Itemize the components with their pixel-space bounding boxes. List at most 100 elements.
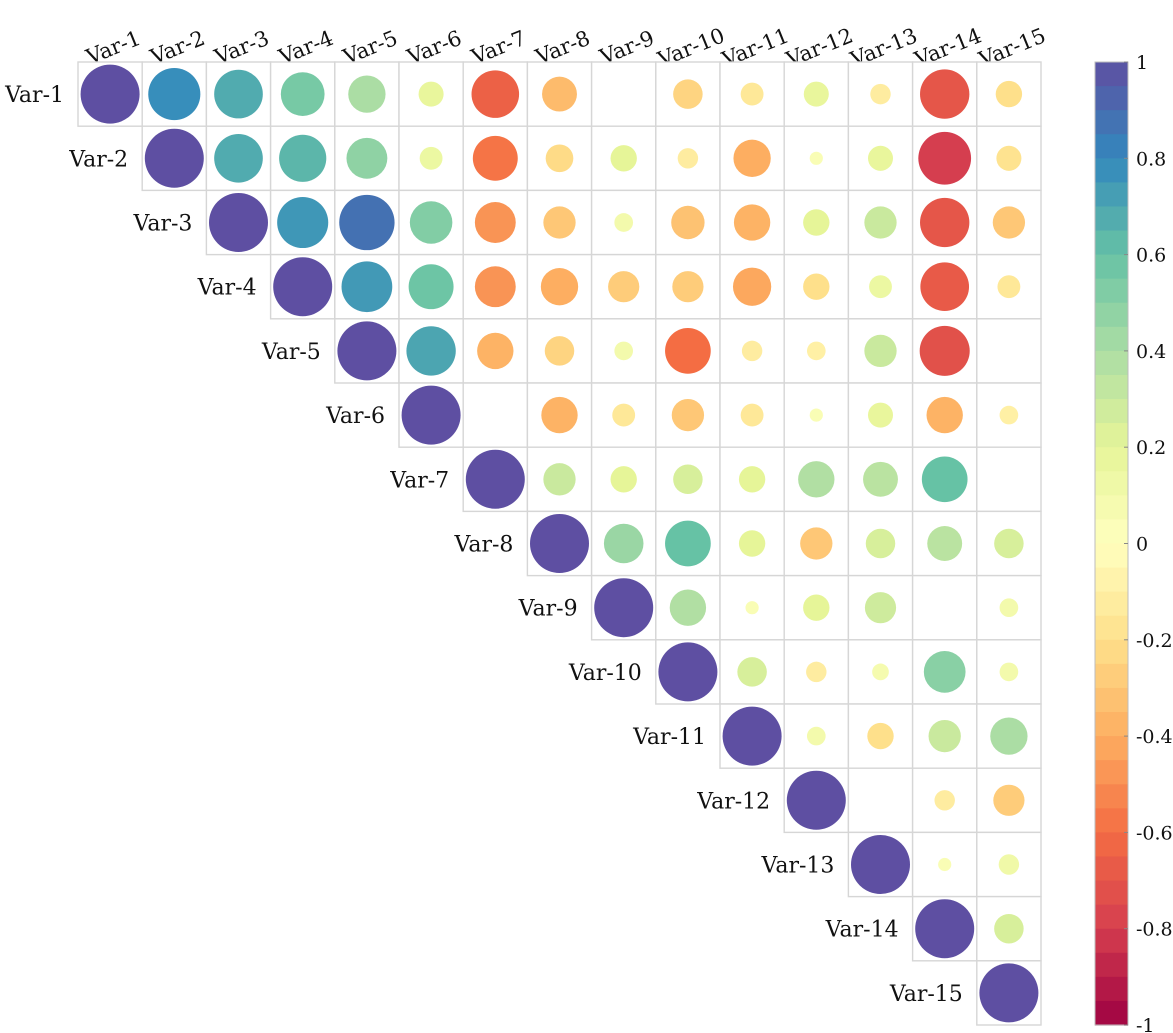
correlation-circle <box>738 466 766 493</box>
correlation-circle <box>803 273 830 300</box>
correlation-circle <box>543 206 576 239</box>
matrix-cell <box>847 767 914 834</box>
correlation-circle <box>277 196 329 249</box>
colorbar-segment <box>1095 62 1128 87</box>
correlation-circle <box>280 72 325 116</box>
correlation-circle <box>401 385 461 445</box>
correlation-circle <box>614 213 634 232</box>
correlation-circle <box>994 528 1024 559</box>
correlation-circle <box>923 651 966 693</box>
row-label: Var-5 <box>261 340 321 365</box>
correlation-circles <box>80 64 1039 1023</box>
correlation-circle <box>477 332 514 370</box>
colorbar-segment <box>1095 495 1128 521</box>
colorbar-segment <box>1095 134 1128 159</box>
colorbar-segment <box>1095 374 1128 400</box>
correlation-circle <box>542 76 577 112</box>
correlation-circle <box>346 137 388 179</box>
correlation-circle <box>658 642 718 702</box>
correlation-circle <box>144 128 204 188</box>
colorbar-tick-label: 0.8 <box>1136 148 1166 170</box>
colorbar-segment <box>1095 591 1128 617</box>
correlation-circle <box>608 271 640 303</box>
correlation-circle <box>418 81 444 107</box>
correlation-circle <box>732 267 772 306</box>
correlation-circle <box>920 262 970 312</box>
correlation-circle <box>348 75 386 113</box>
correlation-circle <box>594 578 654 638</box>
colorbar-segment <box>1095 736 1128 761</box>
colorbar-segment <box>1095 856 1128 882</box>
correlation-circle <box>672 271 704 303</box>
correlation-circle <box>993 784 1025 816</box>
colorbar-tick-label: -1 <box>1136 1015 1155 1033</box>
colorbar-segment <box>1095 832 1128 858</box>
correlation-circle <box>803 209 830 236</box>
correlation-circle <box>997 275 1021 299</box>
correlation-circle <box>603 523 644 564</box>
colorbar-tick-label: -0.6 <box>1136 822 1173 844</box>
correlation-circle <box>419 146 443 170</box>
correlation-circle <box>733 204 771 241</box>
correlation-circle <box>610 145 637 172</box>
correlation-circle <box>671 205 705 240</box>
correlation-circle <box>279 134 327 182</box>
colorbar-segment <box>1095 326 1128 352</box>
correlation-circle <box>851 835 910 894</box>
correlation-circle <box>465 449 525 509</box>
correlation-circle <box>865 528 896 559</box>
matrix-cell <box>590 61 657 127</box>
colorbar-segment <box>1095 399 1128 424</box>
correlation-circle <box>740 403 764 427</box>
correlation-circle <box>869 275 892 299</box>
correlation-circle <box>921 456 968 503</box>
colorbar-segment <box>1095 712 1128 737</box>
colorbar-tick-label: 0.4 <box>1136 341 1166 363</box>
colorbar-segment <box>1095 158 1128 183</box>
colorbar-segment <box>1095 471 1128 496</box>
correlation-circle <box>996 145 1022 171</box>
correlation-circle <box>541 396 578 434</box>
correlation-circle <box>867 145 894 171</box>
correlation-circle <box>665 520 711 567</box>
matrix-cell <box>655 446 721 513</box>
correlation-circle <box>934 790 955 811</box>
row-label: Var-1 <box>4 83 64 108</box>
correlation-circle <box>740 82 764 106</box>
correlation-circle <box>408 264 454 310</box>
colorbar-segment <box>1095 639 1128 665</box>
correlation-circle <box>612 403 636 427</box>
correlation-circle <box>741 340 763 362</box>
correlation-circle <box>809 151 823 165</box>
row-label: Var-15 <box>889 982 963 1007</box>
correlation-circle <box>867 402 894 428</box>
row-label: Var-13 <box>760 854 834 879</box>
colorbar-segment <box>1095 423 1128 448</box>
matrix-cell <box>462 382 529 448</box>
correlation-circle <box>406 326 456 376</box>
correlation-circle <box>920 197 970 248</box>
colorbar-tick-label: 0 <box>1136 534 1148 556</box>
colorbar-segment <box>1095 976 1128 1002</box>
colorbar-segment <box>1095 952 1128 978</box>
correlation-circle <box>806 726 826 746</box>
correlation-circle <box>863 461 898 497</box>
colorbar-segment <box>1095 110 1128 135</box>
correlation-circle <box>733 139 771 177</box>
correlation-circle <box>864 592 897 624</box>
colorbar-segment <box>1095 447 1128 472</box>
correlation-circle <box>610 466 637 493</box>
colorbar-tick-label: 0.2 <box>1136 437 1166 459</box>
row-label: Var-8 <box>453 533 513 558</box>
colorbar-segment <box>1095 350 1128 376</box>
correlation-circle <box>673 79 703 109</box>
colorbar-segment <box>1095 1000 1128 1026</box>
correlation-circle <box>926 396 963 434</box>
colorbar-segment <box>1095 519 1128 545</box>
correlation-circle <box>544 336 575 366</box>
colorbar-segment <box>1095 784 1128 809</box>
colorbar-tick-label: 0.6 <box>1136 245 1166 267</box>
colorbar-tick-label: -0.4 <box>1136 726 1173 748</box>
correlation-circle <box>474 266 516 308</box>
correlation-circle <box>341 261 393 313</box>
